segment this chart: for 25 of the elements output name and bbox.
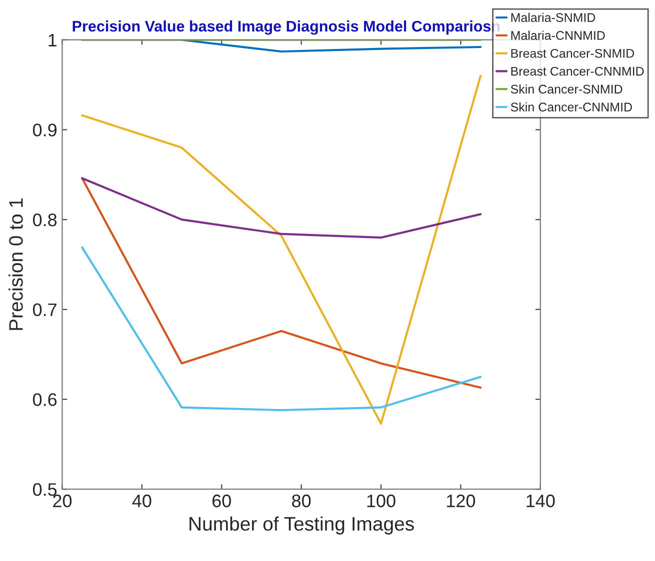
y-tick-label: 0.9 bbox=[32, 124, 57, 136]
line-series bbox=[81, 246, 482, 412]
legend-label: Skin Cancer-SNMID bbox=[510, 84, 622, 94]
x-tick-label: 100 bbox=[367, 494, 396, 508]
legend-label: Malaria-CNNMID bbox=[511, 30, 605, 40]
y-axis-title: Precision 0 to 1 bbox=[8, 198, 23, 330]
x-tick-label: 40 bbox=[132, 494, 152, 508]
line-series bbox=[81, 74, 482, 425]
y-tick-label: 1 bbox=[48, 34, 56, 46]
x-tick-label: 80 bbox=[292, 494, 311, 508]
legend-label: Breast Cancer-SNMID bbox=[511, 48, 634, 58]
x-tick-label: 60 bbox=[212, 494, 231, 508]
line-series bbox=[81, 177, 482, 239]
x-tick-label: 20 bbox=[53, 494, 72, 508]
legend-label: Malaria-SNMID bbox=[511, 12, 596, 22]
x-tick-label: 120 bbox=[447, 494, 476, 508]
x-axis-title: Number of Testing Images bbox=[190, 516, 414, 535]
x-tick-label: 140 bbox=[526, 494, 555, 508]
y-tick-label: 0.7 bbox=[32, 303, 56, 316]
y-tick-label: 0.8 bbox=[32, 214, 57, 226]
legend-label: Skin Cancer-CNNMID bbox=[510, 102, 632, 112]
y-tick-label: 0.5 bbox=[32, 483, 57, 496]
y-tick-label: 0.6 bbox=[32, 393, 57, 406]
legend-label: Breast Cancer-CNNMID bbox=[511, 66, 644, 76]
line-series bbox=[81, 177, 482, 389]
